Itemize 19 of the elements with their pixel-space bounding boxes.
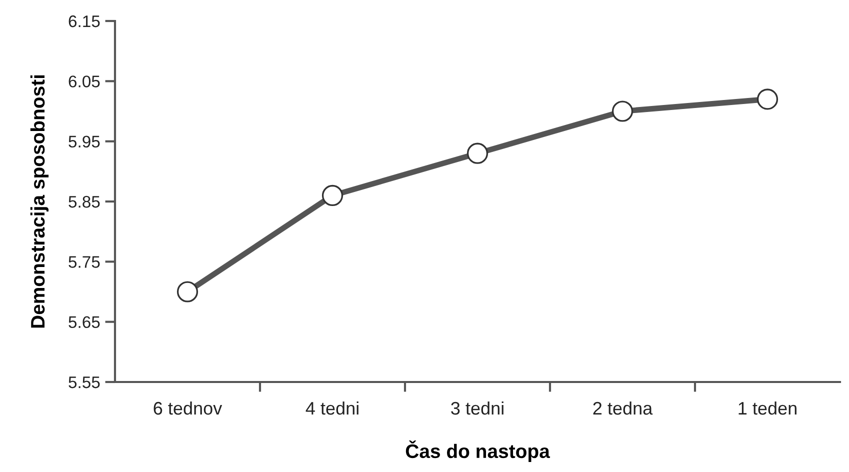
y-tick-label: 6.15 [68, 15, 100, 28]
point [322, 184, 344, 206]
y-tick-label: 5.95 [68, 136, 100, 148]
point [612, 100, 634, 122]
x-tick-label: 2 tedna [593, 401, 653, 415]
point [466, 142, 488, 164]
y-tick-label: 6.05 [68, 76, 100, 88]
x-tick-label: 6 tednov [154, 401, 222, 415]
x-axis-title: Čas do nastopa [406, 440, 550, 462]
x-tick-label: 1 teden [738, 401, 796, 415]
y-tick-label: 5.65 [68, 316, 100, 328]
x-tick-label: 3 tedni [451, 401, 504, 415]
y-axis-title: Demonstracija sposobnosti [30, 75, 49, 328]
y-tick-label: 5.85 [68, 196, 100, 208]
point [176, 281, 198, 302]
x-tick-label: 4 tedni [306, 401, 358, 415]
y-tick-label: 5.75 [68, 256, 100, 268]
y-tick-label: 5.55 [68, 376, 100, 388]
point [756, 88, 778, 110]
